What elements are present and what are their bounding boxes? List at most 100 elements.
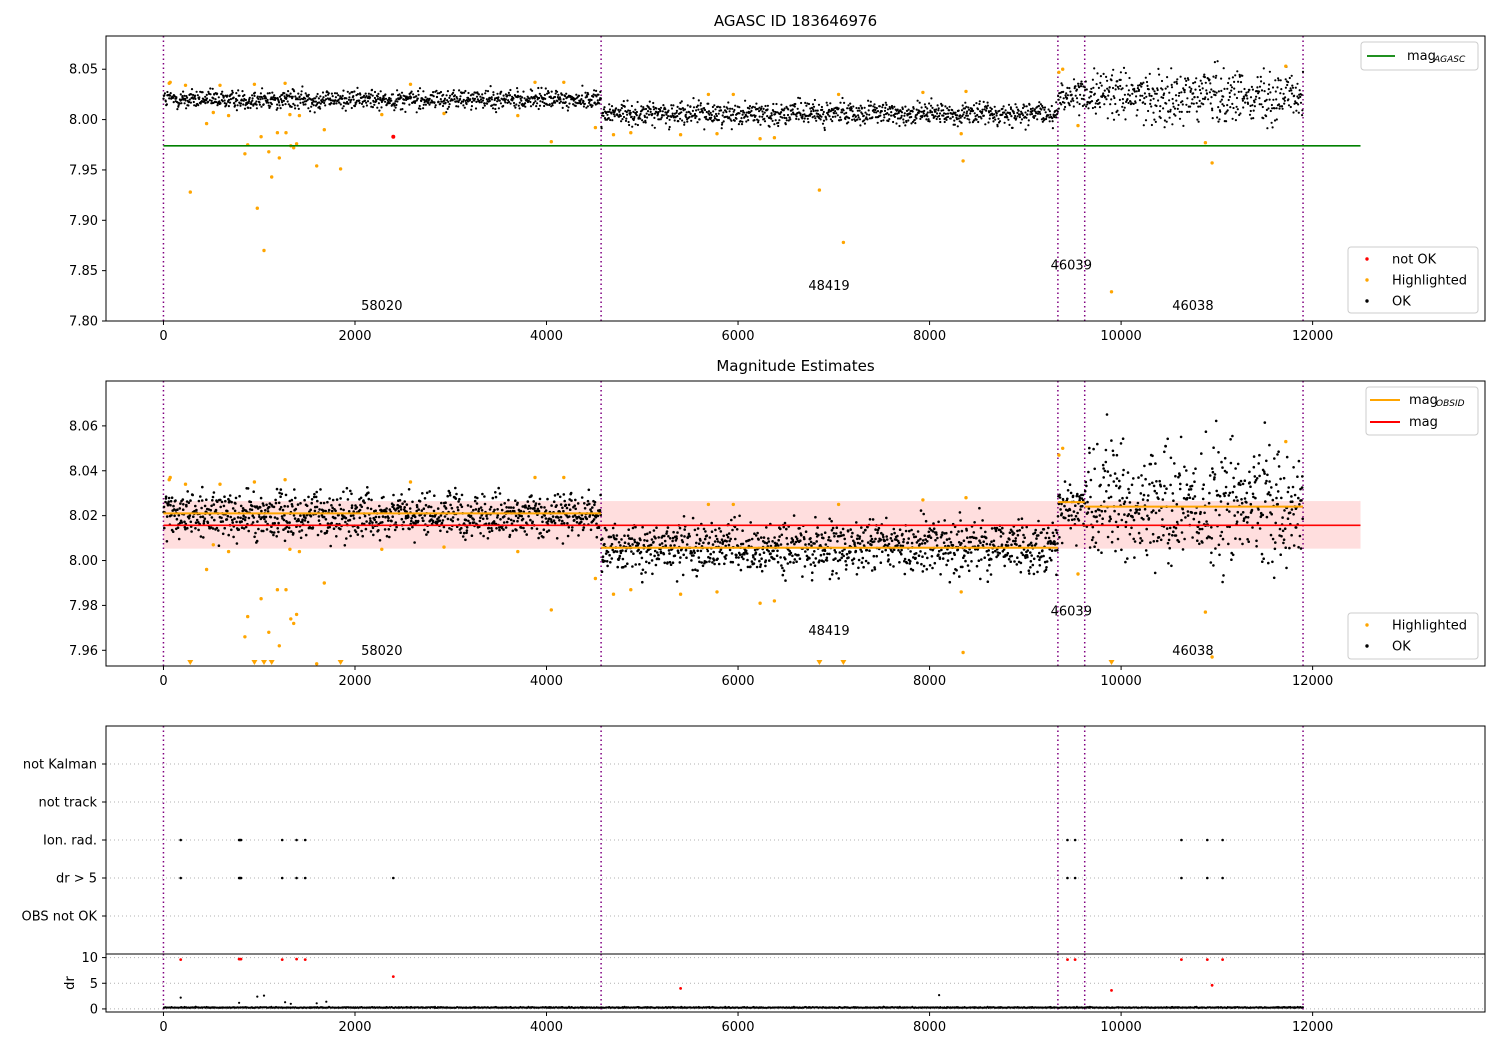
ok-point	[1154, 120, 1157, 123]
ok-point	[648, 531, 652, 534]
ok-point	[283, 504, 287, 508]
ok-point	[856, 118, 859, 121]
ok-point	[370, 88, 374, 91]
ok-point	[283, 539, 287, 543]
ok-point	[1271, 86, 1275, 89]
ok-point	[1033, 108, 1036, 111]
ok-point	[857, 114, 860, 117]
ok-point	[198, 96, 201, 99]
ok-point	[858, 109, 861, 112]
ok-point	[993, 113, 996, 116]
ok-point	[733, 119, 736, 122]
ok-point	[923, 541, 927, 545]
ok-point	[296, 98, 300, 101]
ok-point	[369, 507, 373, 511]
ok-point	[284, 493, 288, 497]
ok-point	[1108, 519, 1111, 523]
ok-point	[1017, 518, 1020, 521]
ok-point	[598, 508, 602, 512]
ok-point	[1226, 87, 1229, 90]
ok-point	[401, 527, 405, 531]
obsid-label: 46038	[1172, 299, 1213, 314]
ok-point	[553, 95, 557, 99]
ok-point	[599, 90, 602, 93]
ok-point	[403, 98, 406, 101]
ok-point	[884, 106, 887, 109]
ok-point	[888, 563, 892, 566]
ok-point	[693, 528, 697, 532]
ok-point	[726, 107, 729, 110]
ok-point	[802, 109, 805, 112]
ok-point	[340, 517, 344, 521]
ok-point	[707, 541, 711, 545]
ok-point	[862, 531, 865, 534]
ok-point	[599, 493, 602, 497]
ok-point	[257, 97, 260, 100]
ok-point	[732, 110, 735, 113]
ok-point	[859, 124, 862, 127]
ok-point	[1075, 97, 1079, 100]
ok-point	[235, 520, 238, 524]
ok-point	[552, 519, 556, 522]
ok-point	[782, 109, 785, 112]
ok-point	[974, 115, 977, 118]
ok-point	[237, 528, 241, 531]
ok-point	[356, 93, 359, 96]
ok-point	[945, 531, 948, 535]
ok-point	[226, 94, 229, 97]
ok-point	[1027, 569, 1031, 572]
ok-point	[949, 117, 952, 120]
ok-point	[640, 105, 643, 108]
ok-point	[606, 113, 609, 116]
ok-point	[1267, 88, 1270, 91]
ok-point	[748, 105, 752, 108]
ok-point	[481, 517, 485, 521]
ok-point	[810, 544, 813, 547]
ok-point	[1198, 85, 1201, 88]
ok-point	[264, 509, 267, 512]
ok-point	[228, 499, 231, 503]
ok-point	[352, 98, 355, 101]
ok-point	[853, 543, 856, 546]
ok-point	[335, 92, 339, 95]
ok-point	[396, 506, 400, 510]
ok-point	[704, 530, 707, 533]
ok-point	[596, 99, 599, 102]
ok-point	[371, 521, 374, 524]
ok-point	[189, 499, 192, 502]
ok-point	[1009, 107, 1013, 111]
ok-point	[593, 503, 596, 507]
ok-point	[1195, 102, 1198, 105]
ok-point	[419, 107, 422, 110]
ok-point	[457, 105, 460, 108]
ok-point	[836, 540, 839, 543]
ok-point	[374, 515, 378, 519]
ok-point	[649, 108, 652, 111]
ok-point	[355, 101, 358, 104]
ok-point	[181, 498, 185, 501]
ok-point	[1066, 497, 1069, 501]
ok-point	[315, 95, 318, 98]
ok-point	[1070, 93, 1073, 96]
ok-point	[1089, 478, 1093, 482]
ok-point	[384, 515, 387, 519]
ok-point	[666, 526, 670, 529]
ok-point	[1088, 451, 1091, 455]
ok-point	[624, 549, 628, 553]
ok-point	[961, 104, 964, 107]
ok-point	[440, 501, 443, 505]
ok-point	[1234, 119, 1237, 122]
ok-point	[1009, 113, 1012, 116]
ok-point	[712, 559, 716, 562]
ok-point	[519, 97, 522, 100]
ok-point	[169, 499, 173, 503]
ok-point	[1086, 511, 1090, 514]
ok-point	[634, 108, 637, 111]
highlighted-points	[167, 64, 1288, 294]
ok-point	[388, 102, 391, 105]
highlighted-point	[243, 152, 247, 156]
ok-point	[793, 105, 796, 108]
ok-point	[741, 113, 744, 116]
ok-point	[741, 120, 744, 123]
ok-point	[1052, 534, 1056, 538]
